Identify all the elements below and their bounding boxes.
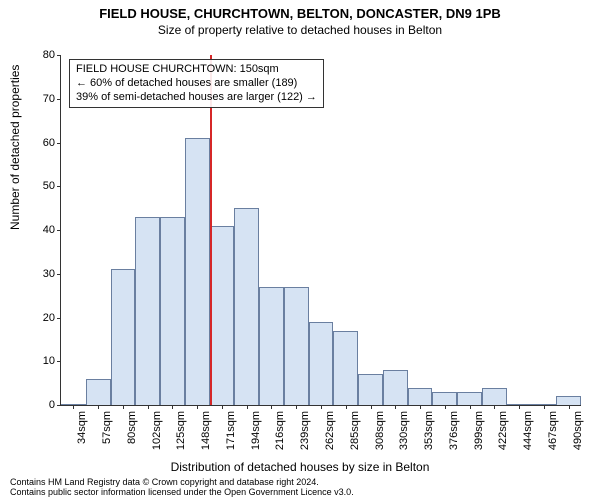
x-tick-mark: [420, 405, 421, 409]
histogram-bar: [111, 269, 136, 405]
x-tick-label: 171sqm: [225, 411, 237, 461]
chart-container: FIELD HOUSE, CHURCHTOWN, BELTON, DONCAST…: [0, 0, 600, 500]
x-tick-mark: [494, 405, 495, 409]
x-tick-label: 216sqm: [274, 411, 286, 461]
histogram-bar: [556, 396, 581, 405]
x-tick-label: 422sqm: [497, 411, 509, 461]
y-tick-mark: [57, 55, 61, 56]
y-tick-label: 80: [15, 49, 55, 61]
x-tick-mark: [371, 405, 372, 409]
footer: Contains HM Land Registry data © Crown c…: [10, 478, 590, 498]
x-tick-label: 308sqm: [374, 411, 386, 461]
x-tick-mark: [197, 405, 198, 409]
x-axis-label: Distribution of detached houses by size …: [0, 460, 600, 474]
histogram-bar: [234, 208, 259, 405]
x-tick-mark: [519, 405, 520, 409]
x-tick-label: 490sqm: [572, 411, 584, 461]
x-tick-mark: [544, 405, 545, 409]
x-tick-mark: [98, 405, 99, 409]
y-tick-label: 70: [15, 93, 55, 105]
y-tick-label: 10: [15, 355, 55, 367]
x-tick-mark: [172, 405, 173, 409]
x-tick-mark: [470, 405, 471, 409]
x-tick-label: 376sqm: [448, 411, 460, 461]
y-tick-label: 50: [15, 180, 55, 192]
y-tick-mark: [57, 99, 61, 100]
x-tick-mark: [148, 405, 149, 409]
x-tick-mark: [296, 405, 297, 409]
annotation-line-1: FIELD HOUSE CHURCHTOWN: 150sqm: [76, 63, 317, 77]
annotation-box: FIELD HOUSE CHURCHTOWN: 150sqm ← 60% of …: [69, 59, 324, 108]
histogram-bar: [135, 217, 160, 405]
x-tick-label: 194sqm: [250, 411, 262, 461]
x-tick-label: 239sqm: [299, 411, 311, 461]
y-tick-mark: [57, 274, 61, 275]
histogram-bar: [408, 388, 433, 406]
x-tick-mark: [395, 405, 396, 409]
y-tick-mark: [57, 186, 61, 187]
x-tick-mark: [271, 405, 272, 409]
plot-area: FIELD HOUSE CHURCHTOWN: 150sqm ← 60% of …: [60, 55, 581, 406]
histogram-bar: [457, 392, 482, 405]
histogram-bar: [284, 287, 309, 405]
x-tick-mark: [247, 405, 248, 409]
chart-subtitle: Size of property relative to detached ho…: [0, 21, 600, 37]
x-tick-label: 330sqm: [398, 411, 410, 461]
footer-line-2: Contains public sector information licen…: [10, 488, 590, 498]
x-tick-label: 353sqm: [423, 411, 435, 461]
histogram-bar: [333, 331, 358, 405]
histogram-bar: [482, 388, 507, 406]
annotation-line-3: 39% of semi-detached houses are larger (…: [76, 91, 317, 105]
x-tick-label: 102sqm: [151, 411, 163, 461]
y-tick-label: 60: [15, 137, 55, 149]
y-tick-label: 40: [15, 224, 55, 236]
x-tick-label: 125sqm: [175, 411, 187, 461]
histogram-bar: [259, 287, 284, 405]
x-tick-label: 262sqm: [324, 411, 336, 461]
histogram-bar: [383, 370, 408, 405]
annotation-line-2: ← 60% of detached houses are smaller (18…: [76, 77, 317, 91]
x-tick-mark: [222, 405, 223, 409]
x-tick-label: 148sqm: [200, 411, 212, 461]
x-tick-label: 34sqm: [76, 411, 88, 461]
chart-title: FIELD HOUSE, CHURCHTOWN, BELTON, DONCAST…: [0, 0, 600, 21]
x-tick-mark: [123, 405, 124, 409]
y-tick-mark: [57, 230, 61, 231]
histogram-bar: [185, 138, 210, 405]
histogram-bar: [432, 392, 457, 405]
y-tick-mark: [57, 318, 61, 319]
y-tick-label: 0: [15, 399, 55, 411]
y-tick-mark: [57, 143, 61, 144]
y-tick-mark: [57, 405, 61, 406]
x-tick-mark: [346, 405, 347, 409]
y-tick-label: 30: [15, 268, 55, 280]
histogram-bar: [309, 322, 334, 405]
x-tick-mark: [73, 405, 74, 409]
x-tick-label: 399sqm: [473, 411, 485, 461]
histogram-bar: [86, 379, 111, 405]
histogram-bar: [210, 226, 235, 405]
x-tick-mark: [321, 405, 322, 409]
x-tick-label: 285sqm: [349, 411, 361, 461]
y-tick-label: 20: [15, 312, 55, 324]
x-tick-mark: [569, 405, 570, 409]
x-tick-label: 467sqm: [547, 411, 559, 461]
x-tick-label: 444sqm: [522, 411, 534, 461]
y-tick-mark: [57, 361, 61, 362]
x-tick-mark: [445, 405, 446, 409]
histogram-bar: [160, 217, 185, 405]
histogram-bar: [358, 374, 383, 405]
x-tick-label: 80sqm: [126, 411, 138, 461]
x-tick-label: 57sqm: [101, 411, 113, 461]
